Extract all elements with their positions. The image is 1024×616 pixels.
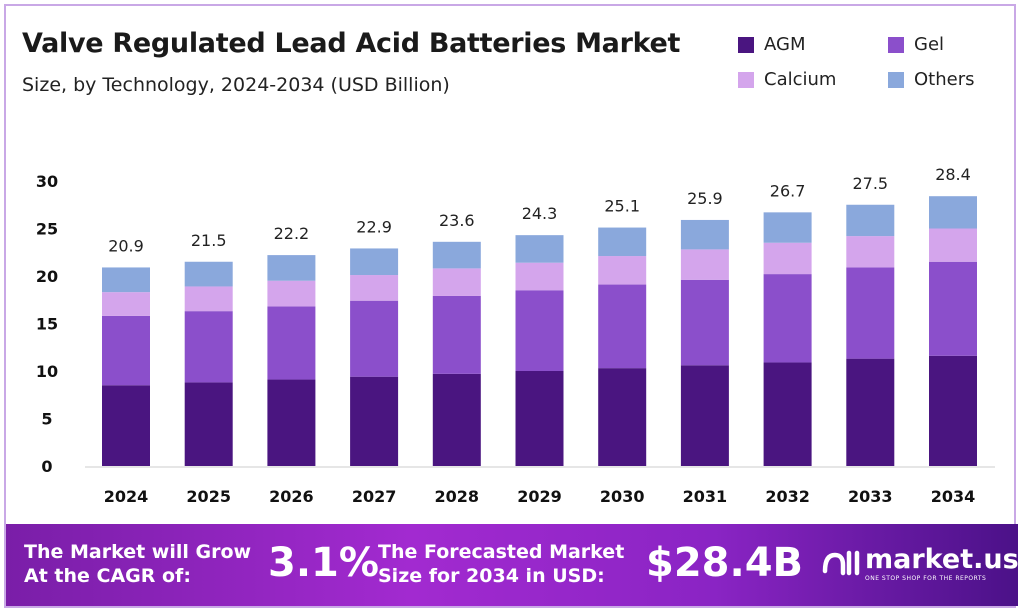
bar-segment-gel: [680, 279, 729, 366]
y-tick-label: 15: [36, 315, 58, 334]
bar-segment-calcium: [680, 249, 729, 280]
bar-segment-calcium: [763, 242, 812, 275]
bar-segment-gel: [846, 267, 895, 359]
bar-segment-calcium: [846, 236, 895, 268]
x-tick-label: 2030: [600, 487, 645, 506]
bar-segment-calcium: [102, 292, 150, 316]
bar-segment-calcium: [432, 268, 481, 296]
legend-label: Calcium: [764, 69, 837, 90]
bar-segment-agm: [102, 385, 150, 466]
total-label: 20.9: [108, 236, 144, 255]
bar-segment-others: [763, 212, 812, 243]
bar-chart: 05101520253020.9202421.5202522.2202622.9…: [36, 165, 995, 506]
bar-segment-gel: [763, 274, 812, 363]
bar-segment-agm: [680, 365, 729, 466]
total-label: 22.2: [274, 224, 310, 243]
bar-segment-gel: [432, 295, 481, 374]
y-tick-label: 5: [41, 410, 52, 429]
bar-segment-calcium: [515, 262, 564, 291]
bar-segment-others: [267, 255, 316, 281]
bar-segment-others: [929, 196, 977, 229]
bar-segment-others: [846, 204, 895, 237]
total-label: 21.5: [191, 231, 227, 250]
bar-segment-others: [598, 227, 647, 257]
y-tick-label: 30: [36, 172, 58, 191]
bar-segment-gel: [184, 311, 233, 383]
x-tick-label: 2032: [765, 487, 810, 506]
bar-segment-gel: [350, 300, 399, 377]
bar-segment-agm: [763, 362, 812, 466]
bar-segment-others: [432, 241, 481, 269]
brand-name: market.us: [865, 544, 1019, 575]
bar-segment-gel: [598, 284, 647, 369]
bar-segment-agm: [184, 382, 233, 466]
x-tick-label: 2031: [683, 487, 728, 506]
y-tick-label: 25: [36, 220, 58, 239]
bar-segment-calcium: [929, 228, 977, 262]
bar-segment-agm: [846, 358, 895, 466]
cagr-value: 3.1%: [268, 540, 379, 586]
legend-swatch: [738, 71, 754, 88]
forecast-value: $28.4B: [646, 540, 804, 586]
x-tick-label: 2028: [435, 487, 480, 506]
legend-item-calcium: Calcium: [738, 69, 888, 90]
total-label: 27.5: [852, 174, 888, 193]
total-label: 25.9: [687, 189, 723, 208]
bar-segment-gel: [515, 290, 564, 371]
bar-segment-calcium: [267, 280, 316, 307]
brand-tagline: ONE STOP SHOP FOR THE REPORTS: [865, 575, 987, 582]
x-tick-label: 2033: [848, 487, 893, 506]
x-tick-label: 2027: [352, 487, 397, 506]
legend-swatch: [888, 71, 904, 88]
total-label: 22.9: [356, 217, 392, 236]
x-tick-label: 2034: [931, 487, 976, 506]
footer-banner: The Market will Grow At the CAGR of: 3.1%…: [6, 524, 1019, 606]
legend-swatch: [738, 36, 754, 53]
chart-frame: [4, 4, 1016, 608]
legend: AGM Gel Calcium Others: [738, 34, 1008, 90]
bar-segment-calcium: [350, 275, 399, 301]
bar-segment-others: [184, 261, 233, 287]
legend-item-gel: Gel: [888, 34, 1008, 55]
total-label: 23.6: [439, 211, 475, 230]
total-label: 24.3: [522, 204, 558, 223]
y-tick-label: 10: [36, 362, 58, 381]
bar-segment-agm: [267, 379, 316, 466]
market-us-logo-icon: [822, 550, 860, 576]
legend-item-others: Others: [888, 69, 1008, 90]
legend-label: AGM: [764, 34, 806, 55]
x-tick-label: 2024: [104, 487, 149, 506]
bar-segment-agm: [350, 376, 399, 466]
forecast-label: The Forecasted Market Size for 2034 in US…: [378, 541, 625, 587]
legend-label: Gel: [914, 34, 945, 55]
total-label: 26.7: [770, 181, 806, 200]
x-tick-label: 2025: [186, 487, 231, 506]
bar-segment-calcium: [184, 286, 233, 312]
x-tick-label: 2026: [269, 487, 314, 506]
x-tick-label: 2029: [517, 487, 562, 506]
legend-label: Others: [914, 69, 975, 90]
bar-segment-agm: [432, 373, 481, 466]
bar-segment-agm: [515, 371, 564, 466]
cagr-label: The Market will Grow At the CAGR of:: [24, 541, 252, 587]
bar-segment-calcium: [598, 256, 647, 285]
chart-title: Valve Regulated Lead Acid Batteries Mark…: [22, 28, 681, 59]
bar-segment-gel: [929, 261, 977, 356]
bar-segment-agm: [598, 368, 647, 466]
total-label: 28.4: [935, 165, 971, 184]
y-tick-label: 20: [36, 267, 58, 286]
chart-subtitle: Size, by Technology, 2024-2034 (USD Bill…: [22, 74, 450, 96]
brand-logo: market.us ONE STOP SHOP FOR THE REPORTS: [821, 544, 1019, 582]
total-label: 25.1: [604, 197, 640, 216]
legend-item-agm: AGM: [738, 34, 888, 55]
bar-segment-others: [350, 248, 399, 276]
legend-swatch: [888, 36, 904, 53]
bar-segment-agm: [929, 355, 977, 466]
y-tick-label: 0: [41, 457, 52, 476]
bar-segment-others: [680, 219, 729, 250]
bar-segment-gel: [267, 306, 316, 380]
bar-segment-others: [515, 235, 564, 263]
bar-segment-others: [102, 267, 150, 293]
bar-segment-gel: [102, 315, 150, 386]
